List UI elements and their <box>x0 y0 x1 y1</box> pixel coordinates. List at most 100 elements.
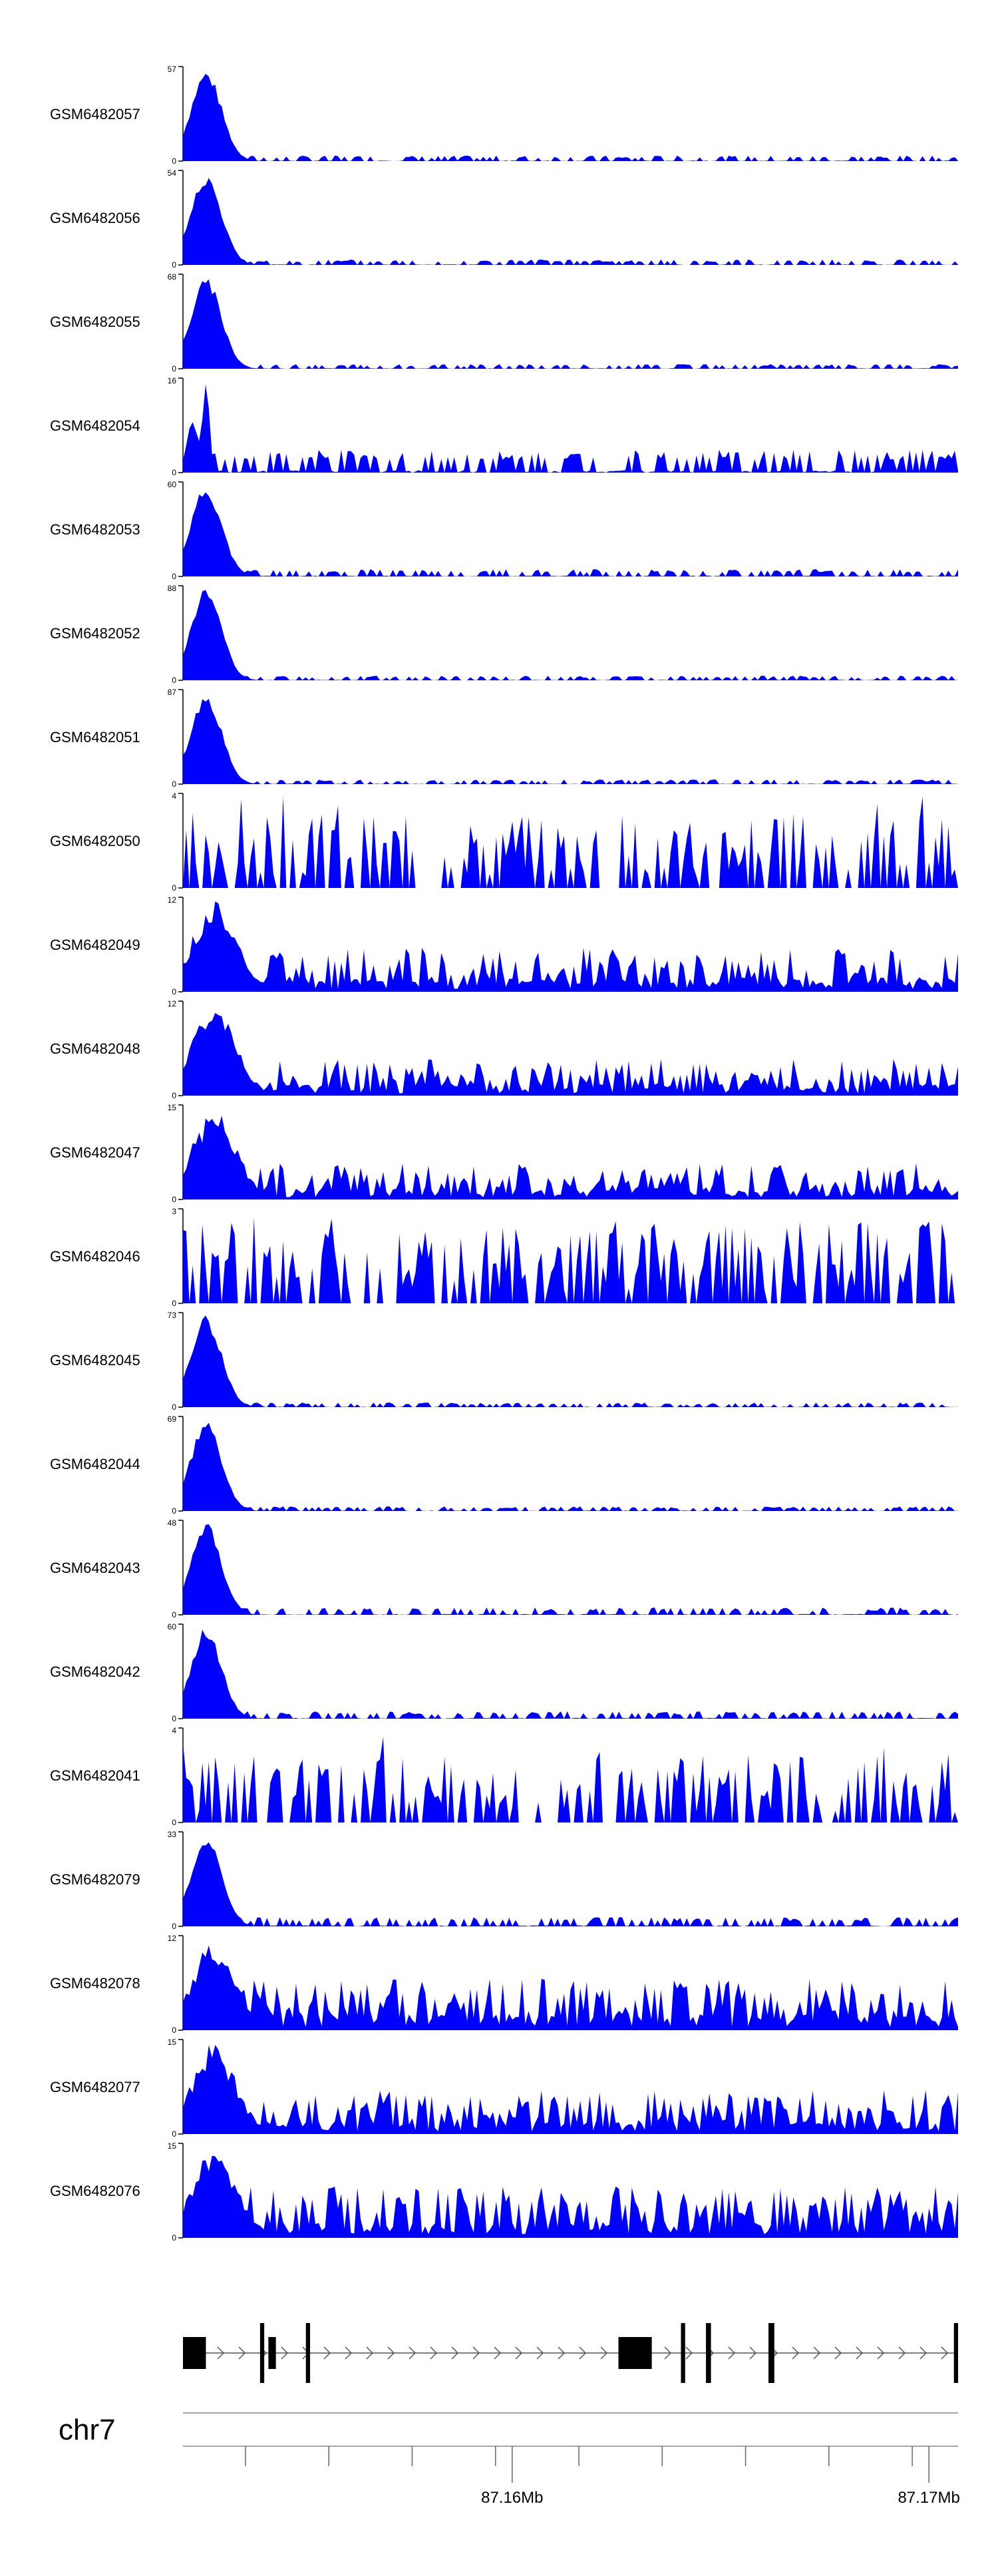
strand-arrow <box>494 2346 502 2360</box>
track-label: GSM6482046 <box>50 1248 140 1265</box>
coverage-area <box>183 1217 958 1303</box>
coverage-area <box>183 901 958 992</box>
coverage-area <box>183 1737 958 1823</box>
strand-arrow <box>238 2346 246 2360</box>
track-ymax-label: 69 <box>168 1414 177 1424</box>
strand-arrow <box>558 2346 566 2360</box>
track-ymax-label: 60 <box>168 1622 177 1631</box>
strand-arrow <box>749 2346 757 2360</box>
coverage-area <box>183 1012 958 1096</box>
track-GSM6482047: GSM6482047 15 0 <box>50 1103 958 1204</box>
track-GSM6482076: GSM6482076 15 0 <box>50 2141 958 2243</box>
track-GSM6482056: GSM6482056 54 0 <box>50 168 958 270</box>
exon-block <box>706 2323 711 2383</box>
track-ymin-label: 0 <box>172 779 176 789</box>
track-label: GSM6482078 <box>50 1975 140 1992</box>
track-ymax-label: 15 <box>168 2141 177 2151</box>
strand-arrow <box>600 2346 608 2360</box>
track-ymin-label: 0 <box>172 1610 176 1619</box>
track-ymax-label: 60 <box>168 480 177 489</box>
track-label: GSM6482053 <box>50 521 140 538</box>
track-ymax-label: 4 <box>172 1726 176 1735</box>
track-ymin-label: 0 <box>172 572 176 581</box>
track-GSM6482057: GSM6482057 57 0 <box>50 65 958 166</box>
track-ymin-label: 0 <box>172 2129 176 2139</box>
track-ymax-label: 54 <box>168 168 177 178</box>
strand-arrow <box>579 2346 587 2360</box>
track-label: GSM6482050 <box>50 833 140 849</box>
track-ymin-label: 0 <box>172 676 176 685</box>
track-ymax-label: 68 <box>168 272 177 282</box>
track-ymax-label: 3 <box>172 1207 176 1216</box>
exon-block <box>183 2337 206 2369</box>
track-label: GSM6482076 <box>50 2183 140 2199</box>
track-label: GSM6482045 <box>50 1352 140 1369</box>
coverage-area <box>183 492 958 576</box>
exon-block <box>259 2323 265 2383</box>
strand-arrow <box>409 2346 416 2360</box>
track-ymax-label: 12 <box>168 895 177 905</box>
track-ymax-label: 48 <box>168 1518 177 1528</box>
track-label: GSM6482042 <box>50 1663 140 1680</box>
track-GSM6482053: GSM6482053 60 0 <box>50 480 958 581</box>
track-GSM6482078: GSM6482078 12 0 <box>50 1934 958 2035</box>
track-GSM6482054: GSM6482054 16 0 <box>50 376 958 477</box>
track-GSM6482045: GSM6482045 73 0 <box>50 1311 958 1412</box>
coverage-area <box>183 1945 958 2030</box>
coverage-area <box>183 178 958 265</box>
track-GSM6482041: GSM6482041 4 0 <box>50 1726 958 1827</box>
track-label: GSM6482077 <box>50 2079 140 2095</box>
coverage-area <box>183 2045 958 2134</box>
strand-arrow <box>451 2346 459 2360</box>
track-ymax-label: 87 <box>168 688 177 697</box>
strand-arrow <box>536 2346 544 2360</box>
track-ymin-label: 0 <box>172 1402 176 1412</box>
exon-block <box>618 2337 652 2369</box>
strand-arrow <box>898 2346 906 2360</box>
track-ymin-label: 0 <box>172 2233 176 2243</box>
genome-axis: chr7 87.16Mb 87.17Mb <box>59 2412 960 2507</box>
track-GSM6482046: GSM6482046 3 0 <box>50 1207 958 1308</box>
track-GSM6482077: GSM6482077 15 0 <box>50 2038 958 2139</box>
track-ymin-label: 0 <box>172 1714 176 1723</box>
strand-arrow <box>281 2346 289 2360</box>
exon-block <box>268 2337 276 2369</box>
track-ymin-label: 0 <box>172 364 176 373</box>
gene-model-track <box>183 2323 958 2383</box>
track-label: GSM6482044 <box>50 1456 140 1472</box>
track-GSM6482049: GSM6482049 12 0 <box>50 895 958 996</box>
exon-block <box>305 2323 311 2383</box>
strand-arrow <box>728 2346 736 2360</box>
axis-tick-label: 87.16Mb <box>481 2489 543 2507</box>
track-ymin-label: 0 <box>172 1091 176 1100</box>
exon-block <box>953 2323 958 2383</box>
track-ymin-label: 0 <box>172 1299 176 1308</box>
track-label: GSM6482052 <box>50 625 140 642</box>
strand-arrow <box>430 2346 438 2360</box>
track-GSM6482051: GSM6482051 87 0 <box>50 688 958 789</box>
track-ymin-label: 0 <box>172 987 176 996</box>
strand-arrow <box>813 2346 821 2360</box>
track-ymin-label: 0 <box>172 1818 176 1827</box>
strand-arrow <box>323 2346 331 2360</box>
track-ymax-label: 15 <box>168 2038 177 2047</box>
track-label: GSM6482041 <box>50 1767 140 1784</box>
track-ymax-label: 12 <box>168 1934 177 1943</box>
strand-arrow <box>387 2346 395 2360</box>
axis-tick-label: 87.17Mb <box>898 2489 959 2507</box>
coverage-area <box>183 279 958 369</box>
track-ymin-label: 0 <box>172 468 176 477</box>
track-ymax-label: 12 <box>168 999 177 1008</box>
track-GSM6482052: GSM6482052 88 0 <box>50 584 958 685</box>
exon-block <box>768 2323 774 2383</box>
strand-arrow <box>856 2346 864 2360</box>
coverage-area <box>183 73 958 162</box>
track-label: GSM6482056 <box>50 210 140 226</box>
coverage-area <box>183 1422 958 1511</box>
strand-arrow <box>345 2346 353 2360</box>
track-ymin-label: 0 <box>172 1506 176 1516</box>
track-label: GSM6482054 <box>50 417 140 434</box>
track-GSM6482050: GSM6482050 4 0 <box>50 791 958 893</box>
strand-arrow <box>919 2346 927 2360</box>
